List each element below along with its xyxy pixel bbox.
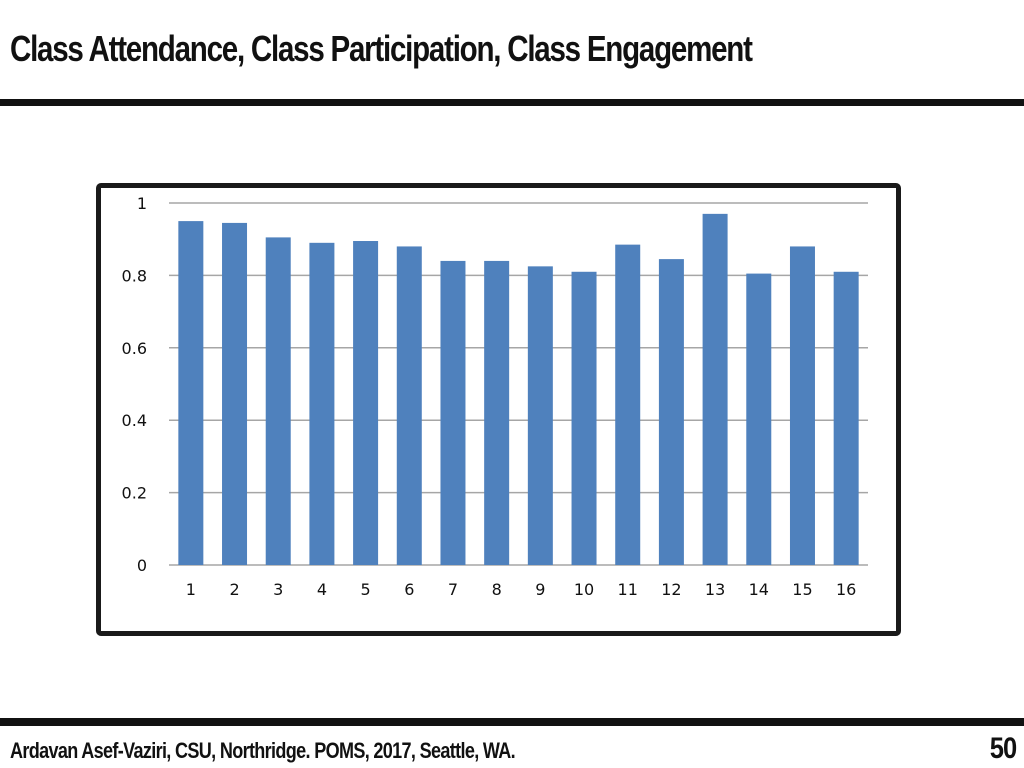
y-tick-label: 0 [137, 556, 147, 575]
bar-10 [571, 271, 597, 565]
bar-2 [222, 222, 248, 565]
x-tick-label: 4 [317, 580, 327, 599]
x-tick-label: 11 [618, 580, 638, 599]
x-tick-label: 9 [535, 580, 545, 599]
x-tick-label: 15 [792, 580, 812, 599]
x-tick-label: 7 [448, 580, 458, 599]
footer-divider [0, 718, 1024, 726]
x-tick-label: 16 [836, 580, 856, 599]
x-tick-label: 1 [186, 580, 196, 599]
bar-9 [527, 266, 553, 565]
bar-8 [484, 260, 510, 565]
title-divider [0, 99, 1024, 106]
y-tick-label: 0.8 [122, 266, 147, 285]
x-tick-label: 5 [361, 580, 371, 599]
y-tick-label: 0.6 [122, 339, 147, 358]
slide-title: Class Attendance, Class Participation, C… [10, 28, 753, 69]
bar-4 [309, 242, 335, 565]
bar-15 [789, 246, 815, 565]
bar-16 [833, 271, 859, 565]
y-tick-label: 1 [137, 194, 147, 213]
x-tick-label: 2 [229, 580, 239, 599]
x-tick-label: 14 [749, 580, 769, 599]
x-tick-label: 6 [404, 580, 414, 599]
bar-13 [702, 213, 728, 566]
x-tick-label: 12 [661, 580, 681, 599]
bar-chart: 00.20.40.60.81 1 2 3 4 5 6 7 8 9 10 11 12 13 14 15 16 [122, 194, 868, 599]
footer-credit: Ardavan Asef-Vaziri, CSU, Northridge. PO… [10, 738, 516, 763]
bar-6 [396, 246, 422, 565]
bars [178, 213, 859, 566]
bar-14 [746, 273, 772, 565]
x-axis-tick-labels: 1 2 3 4 5 6 7 8 9 10 11 12 13 14 15 16 [186, 580, 857, 599]
y-tick-label: 0.2 [122, 484, 147, 503]
y-axis-tick-labels: 0 0.2 0.4 0.6 0.8 1 [122, 194, 147, 575]
x-tick-label: 10 [574, 580, 594, 599]
bar-3 [265, 237, 291, 565]
x-tick-label: 3 [273, 580, 283, 599]
y-tick-label: 0.4 [122, 411, 147, 430]
bar-11 [615, 244, 641, 565]
x-tick-label: 13 [705, 580, 725, 599]
bar-7 [440, 260, 466, 565]
bar-12 [658, 259, 684, 565]
x-tick-label: 8 [492, 580, 502, 599]
bar-5 [353, 241, 379, 565]
bar-1 [178, 221, 204, 565]
page-number: 50 [989, 732, 1017, 765]
chart-frame: 0 0.2 0.4 0.6 0.8 1 1 2 3 4 5 6 7 8 9 10 11 12 13 14 15 16 [96, 183, 901, 636]
